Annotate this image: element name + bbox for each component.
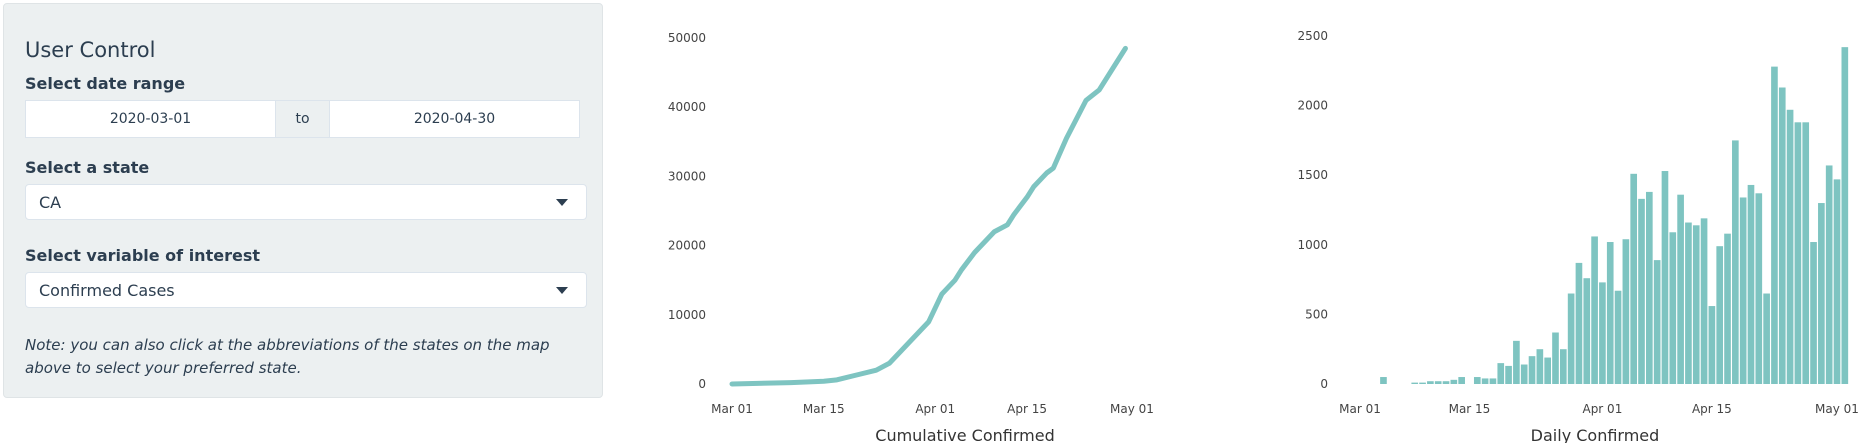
bar: [1497, 363, 1505, 384]
bar: [1669, 232, 1677, 384]
x-tick-label: May 01: [1110, 402, 1154, 416]
bar: [1818, 203, 1825, 384]
y-tick-label: 500: [1305, 307, 1328, 321]
x-axis-label: Daily Confirmed: [1531, 426, 1660, 443]
bar: [1802, 122, 1810, 384]
start-date-input[interactable]: 2020-03-01: [25, 100, 276, 138]
bar: [1708, 306, 1716, 384]
bar: [1591, 236, 1598, 384]
bar: [1528, 356, 1536, 384]
y-tick-label: 30000: [668, 169, 706, 183]
bar: [1434, 381, 1442, 384]
bar: [1763, 293, 1770, 384]
bar: [1536, 349, 1544, 384]
bar: [1458, 377, 1465, 384]
x-tick-label: Apr 15: [1692, 402, 1732, 416]
y-tick-label: 1000: [1297, 238, 1328, 252]
bar: [1661, 171, 1669, 384]
x-tick-label: Mar 15: [1449, 402, 1491, 416]
variable-select[interactable]: Confirmed Cases: [25, 272, 587, 308]
variable-select-value: Confirmed Cases: [39, 280, 175, 300]
x-tick-label: Mar 15: [803, 402, 845, 416]
panel-title: User Control: [25, 38, 156, 62]
y-tick-label: 1500: [1297, 168, 1328, 182]
bar: [1567, 293, 1575, 384]
bar: [1794, 122, 1802, 384]
x-tick-label: Mar 01: [711, 402, 753, 416]
user-control-panel: User Control Select date range 2020-03-0…: [3, 3, 603, 398]
bar: [1638, 198, 1645, 384]
bar: [1646, 191, 1653, 384]
bar: [1614, 290, 1622, 384]
y-tick-label: 0: [698, 377, 706, 391]
end-date-input[interactable]: 2020-04-30: [329, 100, 580, 138]
bar: [1552, 332, 1559, 384]
state-select[interactable]: CA: [25, 184, 587, 220]
bar: [1677, 194, 1684, 384]
bar: [1505, 365, 1512, 384]
date-range-label: Select date range: [25, 74, 186, 93]
bar: [1419, 382, 1426, 384]
y-tick-label: 2000: [1297, 99, 1328, 113]
bar: [1599, 282, 1606, 384]
bar: [1755, 193, 1763, 384]
bar: [1716, 246, 1724, 384]
x-tick-label: Apr 01: [915, 402, 955, 416]
variable-label: Select variable of interest: [25, 246, 260, 265]
x-axis-label: Cumulative Confirmed: [875, 426, 1054, 443]
bar: [1575, 262, 1583, 384]
bar: [1724, 233, 1731, 384]
bar: [1653, 260, 1661, 384]
note-text: Note: you can also click at the abbrevia…: [25, 336, 550, 377]
bar: [1630, 173, 1638, 384]
bar: [1473, 377, 1481, 384]
y-tick-label: 0: [1320, 377, 1328, 391]
bar: [1747, 184, 1755, 384]
state-select-value: CA: [39, 192, 62, 212]
series-line: [729, 45, 1128, 387]
bar: [1622, 239, 1630, 384]
bar: [1700, 218, 1708, 384]
x-tick-label: Apr 01: [1582, 402, 1622, 416]
bar: [1778, 87, 1786, 384]
bar: [1606, 242, 1614, 384]
bar: [1692, 225, 1700, 384]
y-tick-label: 20000: [668, 239, 706, 253]
bar: [1544, 357, 1551, 384]
y-tick-label: 40000: [668, 100, 706, 114]
bar: [1732, 140, 1739, 384]
bar: [1583, 278, 1591, 384]
y-tick-label: 2500: [1297, 29, 1328, 43]
chevron-down-icon: [556, 199, 568, 206]
x-tick-label: Apr 15: [1007, 402, 1047, 416]
date-range-separator: to: [276, 100, 329, 138]
state-label: Select a state: [25, 158, 150, 177]
bar: [1739, 197, 1747, 384]
bar: [1489, 378, 1497, 384]
bar: [1520, 364, 1528, 384]
x-tick-label: Mar 01: [1339, 402, 1381, 416]
bar: [1442, 381, 1450, 384]
bar: [1380, 377, 1387, 384]
chevron-down-icon: [556, 287, 568, 294]
x-tick-label: May 01: [1815, 402, 1859, 416]
bar: [1685, 222, 1692, 384]
bar: [1411, 382, 1419, 384]
bar: [1559, 349, 1567, 384]
bar: [1833, 179, 1841, 384]
bar: [1481, 378, 1489, 384]
cumulative-confirmed-chart: 0 10000 20000 30000 40000 50000 Mar 01 Mar 15 Ap…: [668, 31, 1154, 443]
bar: [1513, 340, 1520, 384]
bar: [1771, 66, 1778, 385]
bar: [1427, 381, 1434, 384]
bar: [1786, 109, 1794, 384]
bar: [1450, 379, 1458, 384]
bar: [1810, 242, 1817, 384]
bar: [1841, 47, 1849, 385]
bar: [1825, 165, 1833, 384]
daily-confirmed-chart: 0 500 1000 1500 2000 2500 Mar 01 Mar 15 Apr 01 Ap…: [1297, 29, 1859, 443]
y-tick-label: 50000: [668, 31, 706, 45]
y-tick-label: 10000: [668, 308, 706, 322]
